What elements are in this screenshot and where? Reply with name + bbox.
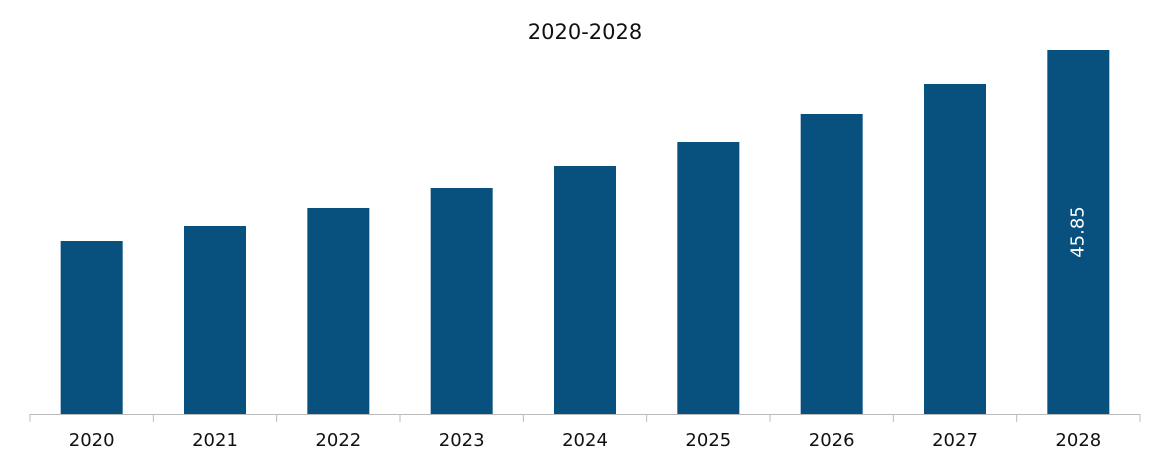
x-tick-label: 2025 — [685, 430, 731, 451]
bar — [430, 187, 493, 414]
bar — [554, 165, 616, 414]
bar — [1047, 50, 1110, 414]
bar — [60, 241, 123, 414]
x-tick-label: 2021 — [192, 430, 238, 451]
chart-title: 2020-2028 — [528, 20, 642, 44]
bar — [307, 207, 370, 414]
x-tick-label: 2028 — [1055, 430, 1101, 451]
bar — [924, 83, 986, 414]
bar — [677, 142, 740, 414]
x-tick-label: 2022 — [315, 430, 361, 451]
x-tick-label: 2027 — [932, 430, 978, 451]
x-tick-label: 2023 — [439, 430, 485, 451]
bar — [184, 226, 246, 414]
x-tick-label: 2024 — [562, 430, 608, 451]
x-tick-label: 2026 — [809, 430, 855, 451]
x-tick-label: 2020 — [69, 430, 115, 451]
data-label: 45.85 — [1067, 206, 1088, 258]
bar — [800, 113, 863, 414]
